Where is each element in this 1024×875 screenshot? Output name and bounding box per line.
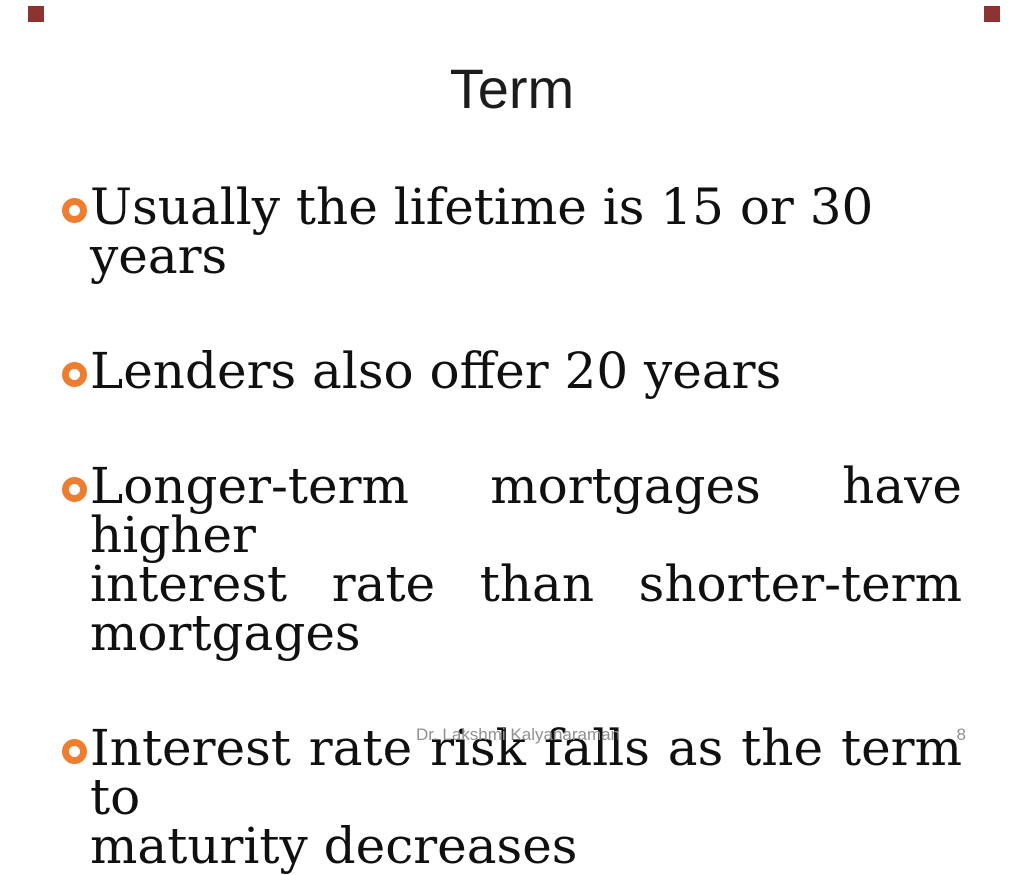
bullet-item: Longer-term mortgages have higher intere… bbox=[60, 457, 962, 662]
bullet-text-line: interest rate than shorter-term bbox=[90, 555, 962, 613]
bullet-text-line: mortgages bbox=[90, 604, 361, 662]
bullet-text-line: Lenders also offer 20 years bbox=[90, 342, 782, 400]
bullet-list: Usually the lifetime is 15 or 30 years L… bbox=[60, 178, 962, 875]
bullet-item: Lenders also offer 20 years bbox=[60, 342, 962, 400]
bullet-ring-icon bbox=[62, 739, 87, 764]
slide: Term Usually the lifetime is 15 or 30 ye… bbox=[28, 6, 1000, 871]
bullet-ring-icon bbox=[62, 477, 87, 502]
bullet-item: Interest rate risk falls as the term to … bbox=[60, 723, 962, 875]
bullet-text-line: Longer-term mortgages have higher bbox=[90, 457, 962, 564]
bullet-ring-icon bbox=[62, 362, 87, 387]
corner-decoration-right-icon bbox=[984, 6, 1000, 22]
bullet-ring-icon bbox=[62, 198, 87, 223]
footer-page-number: 8 bbox=[956, 725, 966, 744]
corner-decoration-left-icon bbox=[28, 6, 44, 22]
slide-title: Term bbox=[449, 57, 575, 120]
bullet-text-line: Usually the lifetime is 15 or 30 years bbox=[90, 178, 874, 285]
footer-author: Dr. Lakshmi Kalyanaraman bbox=[415, 725, 621, 744]
bullet-text-line: maturity decreases bbox=[90, 817, 578, 875]
bullet-item: Usually the lifetime is 15 or 30 years bbox=[60, 178, 962, 285]
